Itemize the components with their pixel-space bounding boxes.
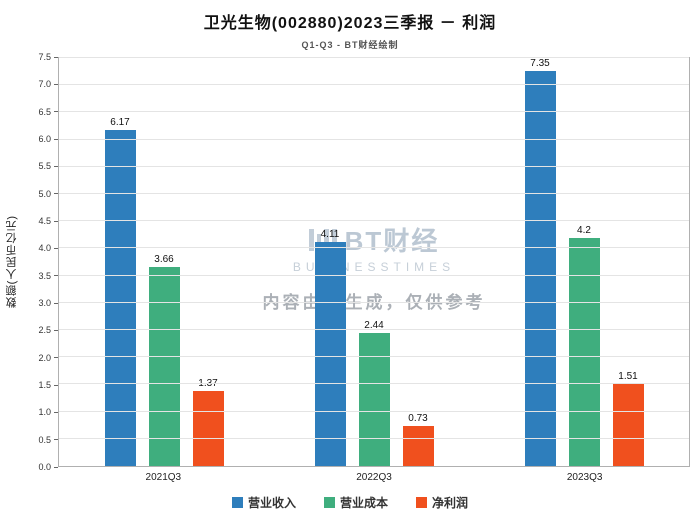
- gridline: [59, 111, 689, 113]
- y-tick-label: 0.5: [38, 434, 51, 445]
- bar-营业收入: [104, 130, 136, 466]
- y-tick-label: 3.5: [38, 270, 51, 281]
- gridline: [59, 329, 689, 331]
- bar-净利润: [402, 426, 434, 466]
- legend-swatch-icon: [323, 497, 335, 508]
- y-tick-mark: [54, 384, 58, 386]
- bar-value-label: 4.2: [577, 224, 591, 236]
- y-tick-mark: [54, 275, 58, 277]
- bar-wrap: 3.66: [148, 58, 180, 466]
- y-tick-label: 5.5: [38, 161, 51, 172]
- y-tick-mark: [54, 193, 58, 195]
- gridline: [59, 383, 689, 385]
- plot-area: BT财经 BUSINESSTIMES 内容由AI生成，仅供参考 6.17 3.66…: [58, 57, 690, 467]
- legend-label: 营业收入: [247, 496, 296, 510]
- bar-营业成本: [568, 237, 600, 466]
- gridline: [59, 356, 689, 358]
- y-tick-label: 4.5: [38, 216, 51, 226]
- legend-item: 营业成本: [323, 494, 388, 511]
- y-tick-label: 6.0: [38, 134, 51, 144]
- legend-item: 营业收入: [231, 494, 296, 511]
- y-tick-label: 3.0: [38, 298, 51, 308]
- gridline: [59, 301, 689, 303]
- y-tick-mark: [54, 411, 58, 413]
- legend-label: 营业成本: [339, 496, 388, 510]
- gridline: [59, 437, 689, 439]
- y-tick-label: 7.5: [38, 52, 51, 62]
- bar-value-label: 1.51: [618, 370, 638, 382]
- bar-value-label: 6.17: [110, 117, 130, 129]
- y-tick-label: 6.5: [38, 106, 51, 117]
- y-tick-label: 0.0: [38, 462, 51, 472]
- y-axis: 0.0 0.5 1.0 1.5 2.0 2.5 3.0 3.5 4.0 4.5 5.0 5.5 6.0 6…: [24, 52, 58, 472]
- bar-value-label: 7.35: [530, 58, 550, 69]
- y-tick-label: 1.5: [38, 380, 51, 390]
- y-tick-label: 7.0: [38, 79, 51, 90]
- legend-swatch-icon: [416, 497, 427, 508]
- y-tick-mark: [54, 466, 58, 468]
- x-tick-label: 2023Q3: [566, 472, 603, 483]
- chart-subtitle: Q1-Q3 - BT财经绘制: [301, 40, 399, 50]
- y-tick-label: 2.5: [38, 325, 51, 336]
- bar-wrap: 2.44: [358, 58, 390, 466]
- gridline: [59, 84, 689, 86]
- bar-wrap: 1.51: [612, 58, 644, 466]
- legend-item: 净利润: [416, 494, 468, 511]
- bar-营业收入: [314, 242, 346, 466]
- bar-wrap: 1.37: [192, 58, 224, 466]
- gridline: [59, 247, 689, 249]
- gridline: [59, 274, 689, 276]
- y-tick-label: 2.0: [38, 352, 51, 363]
- bar-value-label: 3.66: [154, 253, 174, 265]
- gridline: [59, 193, 689, 195]
- y-tick-label: 4.0: [38, 243, 51, 254]
- bar-value-label: 4.11: [320, 229, 340, 241]
- bar-营业成本: [358, 333, 390, 466]
- bar-wrap: 7.35: [524, 58, 556, 466]
- y-tick-mark: [54, 439, 58, 441]
- bar-wrap: 4.11: [314, 58, 346, 466]
- gridline: [59, 165, 689, 167]
- bar-wrap: 6.17: [104, 58, 136, 466]
- gridline: [59, 220, 689, 222]
- legend-label: 净利润: [432, 496, 469, 510]
- chart-title: 卫光生物(002880)2023三季报 － 利润: [203, 15, 497, 32]
- bar-净利润: [612, 383, 644, 466]
- bar-group: 6.17 3.66 1.37: [59, 58, 269, 466]
- bar-营业收入: [524, 71, 556, 466]
- bar-wrap: 0.73: [402, 58, 434, 466]
- gridline: [59, 57, 689, 58]
- y-tick-mark: [54, 302, 58, 304]
- bar-营业成本: [148, 266, 180, 466]
- bar-group: 7.35 4.2 1.51: [479, 58, 689, 466]
- y-tick-mark: [54, 138, 58, 140]
- y-tick-mark: [54, 357, 58, 359]
- y-tick-mark: [54, 165, 58, 167]
- gridline: [59, 410, 689, 412]
- y-tick-mark: [54, 220, 58, 222]
- x-tick-label: 2021Q3: [145, 472, 182, 483]
- bar-group: 4.11 2.44 0.73: [269, 58, 479, 466]
- legend: 营业收入 营业成本 净利润: [0, 494, 700, 511]
- legend-swatch-icon: [231, 497, 243, 508]
- y-tick-label: 1.0: [38, 407, 51, 418]
- y-tick-mark: [54, 329, 58, 331]
- bar-value-label: 0.73: [408, 413, 428, 425]
- bar-groups: 6.17 3.66 1.37 4.11 2.44 0.73 7.35 4.2 1.51: [59, 58, 689, 466]
- y-tick-label: 5.0: [38, 188, 51, 199]
- bar-净利润: [192, 391, 224, 466]
- y-axis-label: 数额(人民币亿元): [6, 215, 18, 309]
- x-axis-ticks: 2021Q3 2022Q3 2023Q3: [58, 467, 690, 483]
- y-tick-mark: [54, 111, 58, 113]
- chart-area: 数额(人民币亿元) 0.0 0.5 1.0 1.5 2.0 2.5 3.0 3.5 4.0 4.5…: [0, 52, 700, 472]
- x-tick-label: 2022Q3: [356, 472, 392, 483]
- bar-value-label: 2.44: [364, 320, 384, 332]
- bar-wrap: 4.2: [568, 58, 600, 466]
- y-tick-mark: [54, 247, 58, 249]
- gridline: [59, 138, 689, 140]
- y-tick-mark: [54, 83, 58, 85]
- y-tick-mark: [54, 56, 58, 58]
